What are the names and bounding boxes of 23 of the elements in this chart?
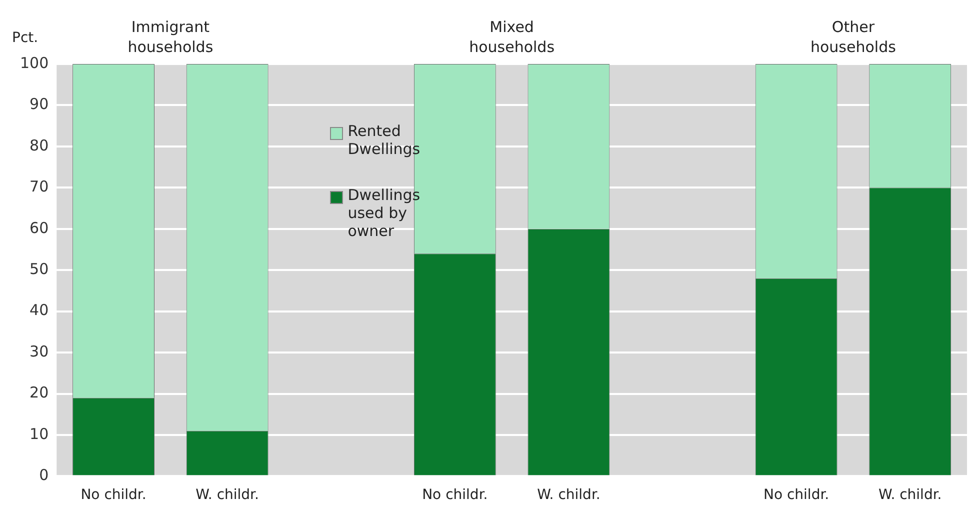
y-tick-label: 0 bbox=[39, 466, 49, 484]
y-tick-label: 70 bbox=[30, 178, 49, 196]
x-tick-label: W. childr. bbox=[537, 487, 600, 504]
x-tick-label: No childr. bbox=[422, 487, 488, 504]
y-tick-label: 30 bbox=[30, 342, 49, 360]
text: Mixed households bbox=[469, 18, 555, 56]
y-tick-label: 40 bbox=[30, 301, 49, 320]
y-tick-label: 50 bbox=[30, 260, 49, 278]
y-tick-label: 60 bbox=[30, 218, 49, 237]
legend-label: Rented Dwellings bbox=[348, 122, 422, 158]
legend-label: Dwellings used by owner bbox=[348, 186, 422, 240]
x-tick-label: W. childr. bbox=[196, 487, 259, 504]
y-tick-label: 100 bbox=[20, 54, 49, 72]
x-tick-label: No childr. bbox=[80, 487, 146, 504]
x-tick-label: W. childr. bbox=[878, 487, 942, 504]
y-tick-label: 90 bbox=[30, 95, 49, 114]
x-tick-label: No childr. bbox=[763, 487, 830, 504]
text: Other households bbox=[810, 18, 896, 56]
y-tick-label: 10 bbox=[30, 424, 49, 443]
text: Immigrant households bbox=[128, 18, 214, 56]
y-axis-title: Pct. bbox=[12, 30, 38, 46]
y-tick-label: 20 bbox=[30, 384, 49, 402]
y-tick-label: 80 bbox=[30, 136, 49, 154]
